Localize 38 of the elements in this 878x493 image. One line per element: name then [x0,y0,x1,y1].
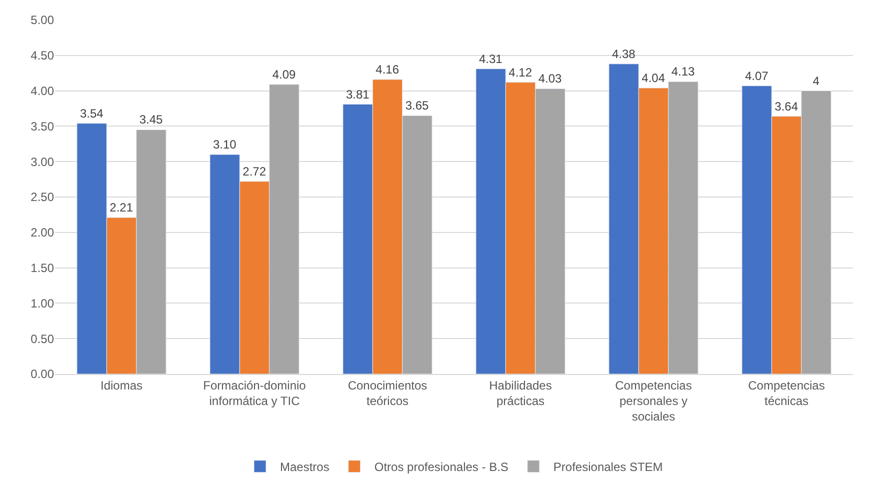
legend-label: Otros profesionales - B.S [374,460,508,474]
y-tick-label: 3.50 [30,119,54,134]
legend-label: Profesionales STEM [553,460,663,474]
y-tick-label: 0.50 [30,332,54,346]
y-tick-label: 4.50 [30,48,54,63]
x-tick-label: Idiomas [100,378,143,392]
data-label: 3.10 [212,138,237,152]
data-label: 3.54 [80,106,104,120]
x-tick-label: Formación-dominio informática y TIC [203,378,306,408]
data-label: 4.12 [508,65,532,80]
data-label: 4.31 [478,52,503,66]
data-label: 4.04 [642,70,666,85]
data-label: 4.38 [612,46,636,61]
y-tick-label: 2.00 [30,226,54,240]
x-tick-label: Conocimientos teóricos [348,378,428,408]
data-label: 3.45 [139,112,164,127]
y-tick-label: 5.00 [30,13,54,28]
x-tick-label: Competencias personales y sociales [615,378,692,424]
y-tick-label: 3.00 [30,154,54,169]
data-label: 4.03 [538,72,562,86]
data-label: 3.65 [405,98,430,113]
data-label: 2.21 [110,200,134,215]
data-label: 4 [812,74,820,88]
y-tick-label: 1.50 [30,261,54,275]
data-label: 2.72 [242,164,266,178]
y-tick-label: 2.50 [30,190,54,204]
y-tick-label: 0.00 [30,367,54,382]
data-label: 4.16 [376,62,400,76]
data-label: 4.09 [272,67,296,82]
y-tick-label: 1.00 [30,296,54,310]
x-tick-label: Competencias técnicas [748,378,825,408]
data-label: 3.64 [774,99,798,114]
y-tick-label: 4.00 [30,84,54,98]
data-label: 4.13 [671,64,696,79]
legend-label: Maestros [280,460,330,474]
data-label: 4.07 [744,68,769,83]
data-label: 3.81 [346,87,370,102]
x-tick-label: Habilidades prácticas [489,378,552,408]
